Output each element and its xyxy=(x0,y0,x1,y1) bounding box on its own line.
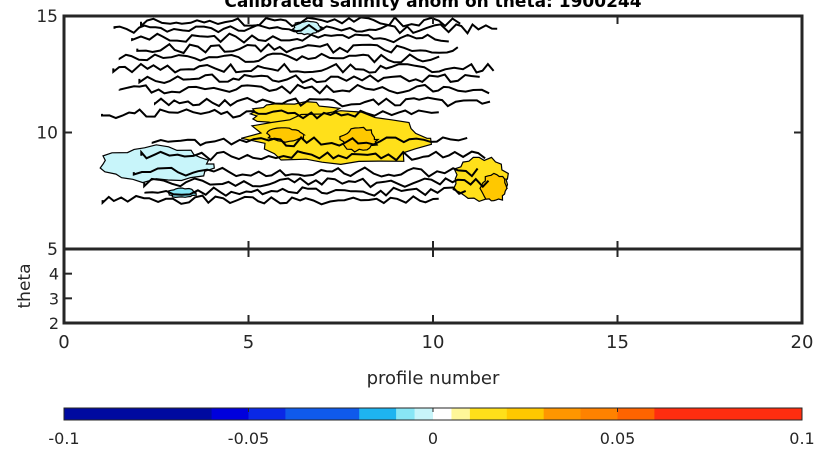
colorbar-bin-10 xyxy=(506,408,545,420)
colorbar-bin-14 xyxy=(654,408,803,420)
contour-line-7 xyxy=(118,83,490,95)
top-y-tick-label-0: 5 xyxy=(47,240,58,260)
colorbar-bin-12 xyxy=(580,408,618,420)
chart-title: Calibrated salinity anom on theta: 19002… xyxy=(224,0,641,12)
colorbar-bin-9 xyxy=(469,408,508,420)
colorbar-bin-13 xyxy=(617,408,655,420)
contour-line-0 xyxy=(140,16,461,29)
bottom-y-tick-label-2: 4 xyxy=(49,265,59,284)
colorbar-tick-label-4: 0.1 xyxy=(789,429,814,448)
colorbar-bin-5 xyxy=(396,408,416,420)
colorbar-bin-7 xyxy=(433,408,452,420)
colorbar-frame xyxy=(63,407,803,421)
bottom-plot: 0 5 10 15 20 2 3 4 theta profile number xyxy=(15,247,814,389)
contour-line-6 xyxy=(138,73,480,85)
contour-line-8 xyxy=(154,96,491,108)
contour-line-15 xyxy=(101,194,439,206)
anomaly-region-3 xyxy=(339,126,380,153)
contour-line-4 xyxy=(118,52,440,64)
bottom-plot-frame xyxy=(62,247,804,325)
y-axis-label: theta xyxy=(15,264,35,309)
colorbar-bin-8 xyxy=(451,408,471,420)
colorbar: -0.1 -0.05 0 0.05 0.1 xyxy=(48,407,815,448)
bottom-y-tick-label-0: 2 xyxy=(49,314,59,333)
colorbar-tick-label-3: 0.05 xyxy=(600,429,636,448)
contour-line-1 xyxy=(113,22,498,36)
x-tick-label-0: 0 xyxy=(58,332,69,353)
contour-line-12 xyxy=(132,166,479,178)
colorbar-bins xyxy=(64,408,803,420)
contour-line-14 xyxy=(144,186,467,197)
top-plot: 5 10 15 xyxy=(36,7,804,260)
contour-line-5 xyxy=(112,62,495,74)
colorbar-tick-label-0: -0.1 xyxy=(48,429,79,448)
anomaly-region-1 xyxy=(241,110,433,166)
colorbar-bin-0 xyxy=(64,408,213,420)
x-axis-label: profile number xyxy=(367,368,500,389)
contour-line-13 xyxy=(143,176,490,189)
contour-line-9 xyxy=(101,108,439,120)
x-tick-label-2: 10 xyxy=(422,332,445,353)
colorbar-tick-label-1: -0.05 xyxy=(228,429,269,448)
bottom-plot-background xyxy=(64,249,802,323)
colorbar-bin-2 xyxy=(248,408,286,420)
anomaly-region-5 xyxy=(479,172,508,202)
colorbar-bin-6 xyxy=(414,408,434,420)
contour-layer xyxy=(99,16,509,206)
top-y-tick-label-1: 10 xyxy=(36,124,58,144)
top-y-tick-label-2: 15 xyxy=(36,7,58,27)
contour-line-10 xyxy=(151,136,468,148)
contour-line-11 xyxy=(140,149,486,162)
contour-line-3 xyxy=(136,42,459,55)
colorbar-bin-4 xyxy=(359,408,397,420)
x-tick-label-3: 15 xyxy=(606,332,629,353)
bottom-y-tick-label-1: 3 xyxy=(49,289,59,308)
colorbar-tick-label-2: 0 xyxy=(428,429,438,448)
colorbar-bin-1 xyxy=(211,408,249,420)
anomaly-region-6 xyxy=(99,144,215,184)
x-tick-label-4: 20 xyxy=(791,332,814,353)
x-tick-label-1: 5 xyxy=(243,332,254,353)
colorbar-bin-11 xyxy=(543,408,582,420)
contour-line-2 xyxy=(131,32,449,44)
colorbar-bin-3 xyxy=(285,408,360,420)
